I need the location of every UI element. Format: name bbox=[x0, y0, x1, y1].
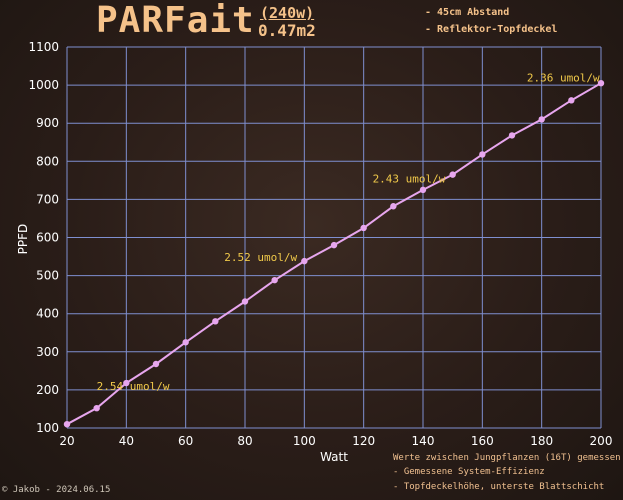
data-point bbox=[330, 241, 338, 249]
data-point bbox=[93, 404, 100, 412]
y-tick-label: 100 bbox=[36, 421, 59, 435]
annotations: 2.54 umol/w 2.52 umol/w 2.43 umol/w 2.36 um… bbox=[97, 71, 600, 393]
footnote-efficiency: - Gemessene System-Effizienz bbox=[393, 467, 545, 477]
x-tick-label: 120 bbox=[352, 434, 375, 448]
info-distance: - 45cm Abstand bbox=[425, 7, 510, 18]
tick-labels: 20 40 60 80 100 120 140 160 180 200 100 200 300 400 50… bbox=[28, 40, 612, 448]
y-tick-label: 900 bbox=[36, 116, 59, 130]
y-tick-label: 800 bbox=[36, 154, 59, 168]
data-point bbox=[538, 116, 545, 123]
data-point bbox=[479, 151, 486, 158]
data-point bbox=[301, 257, 308, 265]
x-axis-label: Watt bbox=[320, 450, 348, 464]
efficiency-annotation: 2.52 umol/w bbox=[224, 251, 297, 264]
y-tick-label: 400 bbox=[36, 307, 59, 321]
data-point bbox=[597, 79, 605, 87]
y-tick-label: 600 bbox=[36, 231, 59, 245]
grid bbox=[66, 46, 602, 429]
series-line-path bbox=[66, 82, 602, 426]
x-tick-label: 180 bbox=[530, 434, 553, 448]
x-tick-label: 200 bbox=[590, 434, 613, 448]
y-axis-label: PPFD bbox=[16, 224, 30, 255]
y-tick-label: 1100 bbox=[28, 40, 59, 54]
y-tick-label: 1000 bbox=[28, 78, 59, 92]
data-points bbox=[63, 79, 605, 428]
y-tick-label: 300 bbox=[36, 345, 59, 359]
efficiency-annotation: 2.54 umol/w bbox=[97, 380, 170, 393]
data-point bbox=[123, 379, 130, 387]
efficiency-annotation: 2.43 umol/w bbox=[373, 172, 446, 185]
info-reflector: - Reflektor-Topfdeckel bbox=[425, 24, 558, 35]
data-point bbox=[419, 186, 427, 194]
title-power: (240w) bbox=[260, 4, 315, 22]
footnote-measurement: Werte zwischen Jungpflanzen (16T) gemess… bbox=[393, 453, 621, 463]
data-point bbox=[449, 171, 456, 178]
data-point bbox=[390, 203, 397, 210]
footnote-height: - Topfdeckelhöhe, unterste Blattschicht bbox=[393, 482, 605, 492]
data-point bbox=[508, 132, 516, 139]
x-tick-label: 20 bbox=[59, 434, 74, 448]
data-point bbox=[182, 339, 189, 346]
signature: © Jakob - 2024.06.15 bbox=[2, 485, 111, 495]
data-point bbox=[152, 360, 160, 368]
efficiency-annotation: 2.36 umol/w bbox=[527, 71, 600, 84]
data-point bbox=[212, 318, 219, 325]
data-point bbox=[271, 276, 278, 284]
title-area: 0.47m2 bbox=[258, 21, 316, 40]
x-tick-label: 160 bbox=[471, 434, 494, 448]
x-tick-label: 60 bbox=[178, 434, 193, 448]
x-tick-label: 80 bbox=[237, 434, 252, 448]
x-tick-label: 100 bbox=[293, 434, 316, 448]
chart-title: PARFait bbox=[96, 0, 255, 41]
series-line bbox=[66, 82, 602, 426]
x-tick-label: 40 bbox=[119, 434, 134, 448]
y-tick-label: 200 bbox=[36, 383, 59, 397]
x-tick-label: 140 bbox=[412, 434, 435, 448]
data-point bbox=[568, 97, 575, 104]
data-point bbox=[360, 224, 367, 232]
y-tick-label: 500 bbox=[36, 269, 59, 283]
data-point bbox=[241, 298, 249, 305]
data-point bbox=[63, 420, 71, 428]
y-tick-label: 700 bbox=[36, 192, 59, 206]
